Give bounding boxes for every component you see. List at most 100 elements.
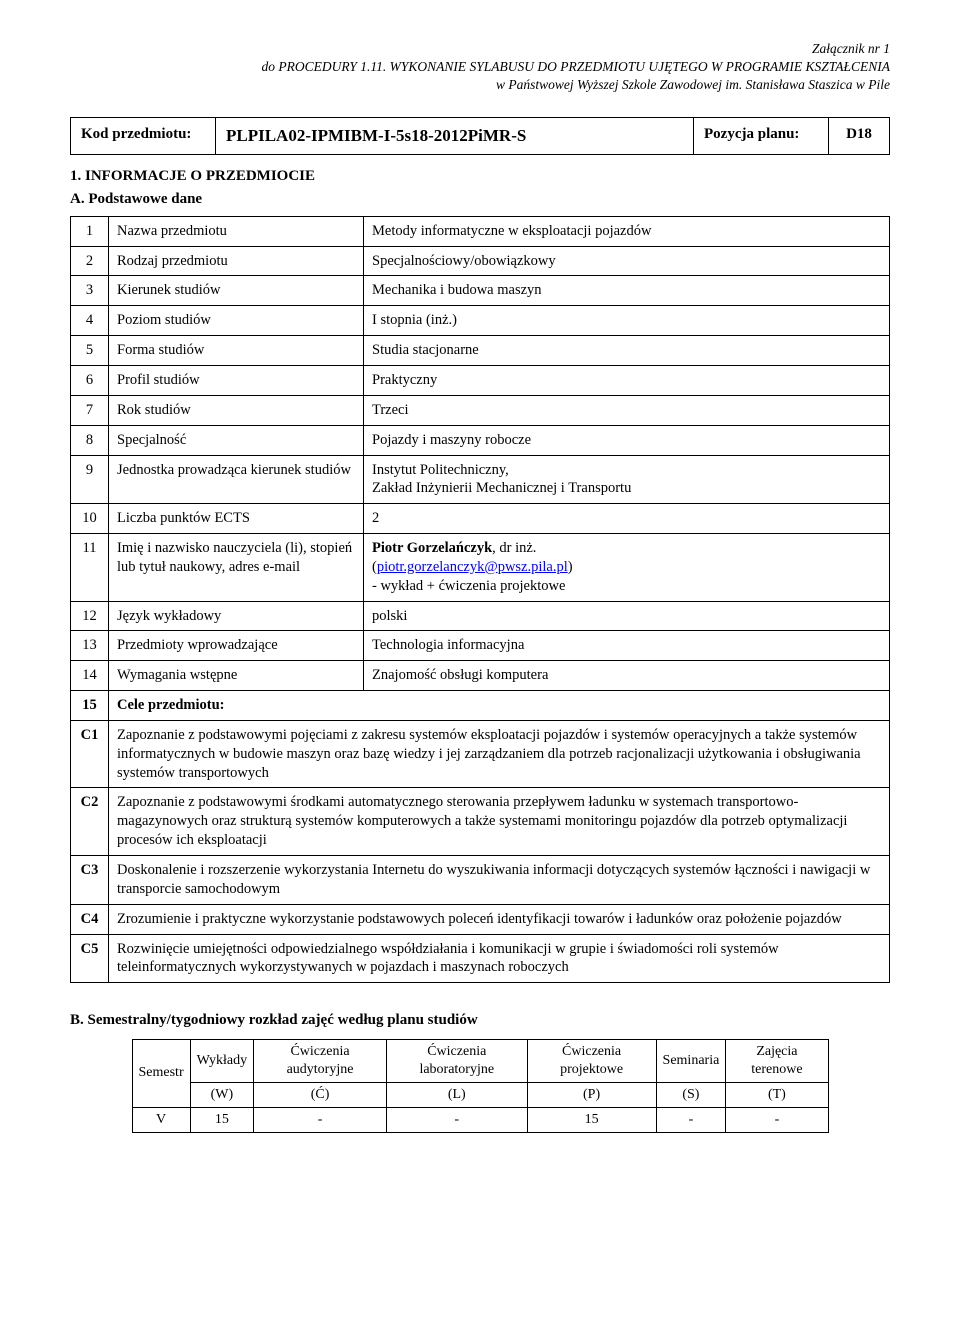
row-label: Język wykładowy (109, 601, 364, 631)
schedule-cell: - (726, 1108, 828, 1133)
row-value: I stopnia (inż.) (364, 306, 890, 336)
row-label: Imię i nazwisko nauczyciela (li), stopie… (109, 534, 364, 602)
code-box: Kod przedmiotu: PLPILA02-IPMIBM-I-5s18-2… (70, 117, 890, 155)
row-value: Piotr Gorzelańczyk, dr inż.(piotr.gorzel… (364, 534, 890, 602)
row-label: Jednostka prowadząca kierunek studiów (109, 455, 364, 504)
schedule-col-seminaria: Seminaria (656, 1039, 726, 1082)
schedule-col-semestr: Semestr (132, 1039, 190, 1108)
section-a-heading: A. Podstawowe dane (70, 190, 890, 210)
cele-text: Zrozumienie i praktyczne wykorzystanie p… (109, 904, 890, 934)
cele-text: Zapoznanie z podstawowymi środkami autom… (109, 788, 890, 856)
row-value: Technologia informacyjna (364, 631, 890, 661)
row-label: Przedmioty wprowadzające (109, 631, 364, 661)
row-number: 14 (71, 661, 109, 691)
cele-code: C1 (71, 720, 109, 788)
row-number: 12 (71, 601, 109, 631)
schedule-col-zajecia-terenowe: Zajęcia terenowe (726, 1039, 828, 1082)
schedule-data-row: V 15 - - 15 - - (132, 1108, 828, 1133)
row-value: Praktyczny (364, 365, 890, 395)
row-number: 9 (71, 455, 109, 504)
table-row: 6Profil studiówPraktyczny (71, 365, 890, 395)
section-b-heading: B. Semestralny/tygodniowy rozkład zajęć … (70, 1011, 890, 1031)
schedule-cell: V (132, 1108, 190, 1133)
cele-code: C5 (71, 934, 109, 983)
cele-code: C3 (71, 856, 109, 905)
row-value: Studia stacjonarne (364, 336, 890, 366)
schedule-header-row-2: (W) (Ć) (L) (P) (S) (T) (132, 1083, 828, 1108)
row-label: Nazwa przedmiotu (109, 216, 364, 246)
schedule-code-t: (T) (726, 1083, 828, 1108)
schedule-cell: - (254, 1108, 387, 1133)
row-number: 13 (71, 631, 109, 661)
table-row: 5Forma studiówStudia stacjonarne (71, 336, 890, 366)
header-line-3: w Państwowej Wyższej Szkole Zawodowej im… (70, 76, 890, 94)
row-label: Kierunek studiów (109, 276, 364, 306)
row-number: 2 (71, 246, 109, 276)
position-label: Pozycja planu: (694, 118, 829, 154)
row-label: Profil studiów (109, 365, 364, 395)
row-label: Rok studiów (109, 395, 364, 425)
row-number: 15 (71, 691, 109, 721)
row-number: 6 (71, 365, 109, 395)
cele-row: C1Zapoznanie z podstawowymi pojęciami z … (71, 720, 890, 788)
position-value: D18 (829, 118, 889, 154)
row-number: 4 (71, 306, 109, 336)
row-label: Poziom studiów (109, 306, 364, 336)
cele-text: Zapoznanie z podstawowymi pojęciami z za… (109, 720, 890, 788)
row-label: Rodzaj przedmiotu (109, 246, 364, 276)
cele-text: Doskonalenie i rozszerzenie wykorzystani… (109, 856, 890, 905)
row-label: Liczba punktów ECTS (109, 504, 364, 534)
schedule-cell: - (386, 1108, 527, 1133)
row-value: Znajomość obsługi komputera (364, 661, 890, 691)
table-row: 2Rodzaj przedmiotuSpecjalnościowy/obowią… (71, 246, 890, 276)
schedule-col-cw-audytoryjne: Ćwiczenia audytoryjne (254, 1039, 387, 1082)
table-row: 14Wymagania wstępneZnajomość obsługi kom… (71, 661, 890, 691)
table-row: 7Rok studiówTrzeci (71, 395, 890, 425)
table-row: 8SpecjalnośćPojazdy i maszyny robocze (71, 425, 890, 455)
row-value: Pojazdy i maszyny robocze (364, 425, 890, 455)
schedule-cell: 15 (527, 1108, 656, 1133)
row-number: 11 (71, 534, 109, 602)
code-label: Kod przedmiotu: (71, 118, 216, 154)
cele-text: Rozwinięcie umiejętności odpowiedzialneg… (109, 934, 890, 983)
cele-row: C3Doskonalenie i rozszerzenie wykorzysta… (71, 856, 890, 905)
teacher-email-link[interactable]: piotr.gorzelanczyk@pwsz.pila.pl (377, 559, 568, 575)
cele-row: C4Zrozumienie i praktyczne wykorzystanie… (71, 904, 890, 934)
row-number: 1 (71, 216, 109, 246)
schedule-code-w: (W) (190, 1083, 253, 1108)
row-label: Forma studiów (109, 336, 364, 366)
row-value: Mechanika i budowa maszyn (364, 276, 890, 306)
cele-row: C2Zapoznanie z podstawowymi środkami aut… (71, 788, 890, 856)
row-value: Instytut Politechniczny,Zakład Inżynieri… (364, 455, 890, 504)
table-row: 3Kierunek studiówMechanika i budowa masz… (71, 276, 890, 306)
table-row: 12Język wykładowypolski (71, 601, 890, 631)
table-row: 11Imię i nazwisko nauczyciela (li), stop… (71, 534, 890, 602)
cele-header-label: Cele przedmiotu: (109, 691, 890, 721)
row-number: 8 (71, 425, 109, 455)
table-row: 13Przedmioty wprowadzająceTechnologia in… (71, 631, 890, 661)
cele-code: C4 (71, 904, 109, 934)
schedule-table: Semestr Wykłady Ćwiczenia audytoryjne Ćw… (132, 1039, 829, 1134)
row-value: Specjalnościowy/obowiązkowy (364, 246, 890, 276)
section-1-heading: 1. INFORMACJE O PRZEDMIOCIE (70, 167, 890, 187)
cele-header-row: 15Cele przedmiotu: (71, 691, 890, 721)
row-number: 7 (71, 395, 109, 425)
header-line-1: Załącznik nr 1 (70, 40, 890, 58)
row-value: 2 (364, 504, 890, 534)
table-row: 9Jednostka prowadząca kierunek studiówIn… (71, 455, 890, 504)
row-value: polski (364, 601, 890, 631)
row-label: Wymagania wstępne (109, 661, 364, 691)
row-value: Trzeci (364, 395, 890, 425)
cele-row: C5Rozwinięcie umiejętności odpowiedzialn… (71, 934, 890, 983)
table-row: 10Liczba punktów ECTS2 (71, 504, 890, 534)
row-number: 3 (71, 276, 109, 306)
schedule-col-cw-laboratoryjne: Ćwiczenia laboratoryjne (386, 1039, 527, 1082)
code-value: PLPILA02-IPMIBM-I-5s18-2012PiMR-S (216, 118, 694, 154)
schedule-col-cw-projektowe: Ćwiczenia projektowe (527, 1039, 656, 1082)
row-number: 10 (71, 504, 109, 534)
schedule-code-l: (L) (386, 1083, 527, 1108)
cele-code: C2 (71, 788, 109, 856)
row-number: 5 (71, 336, 109, 366)
table-row: 4Poziom studiówI stopnia (inż.) (71, 306, 890, 336)
basic-data-table: 1Nazwa przedmiotuMetody informatyczne w … (70, 216, 890, 983)
